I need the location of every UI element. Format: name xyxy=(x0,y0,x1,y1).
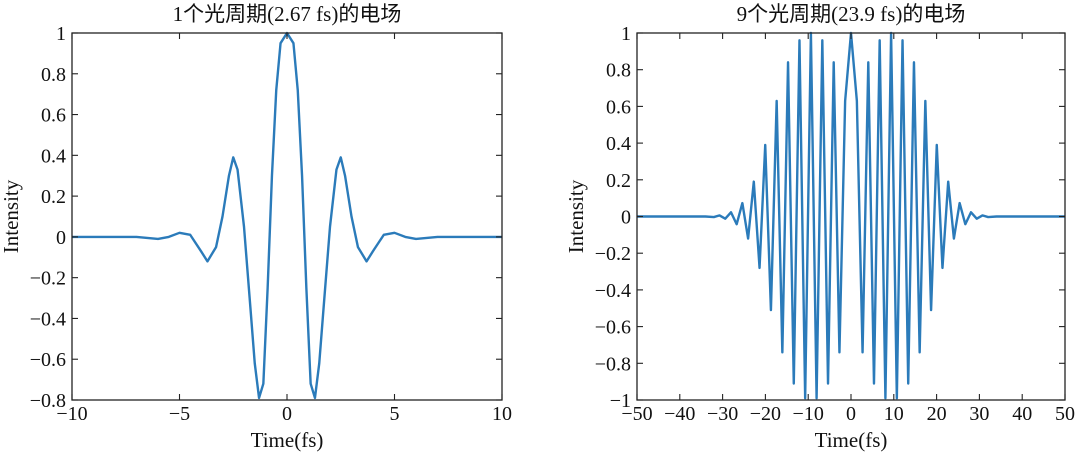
y-tick-label: 0.4 xyxy=(606,133,631,155)
y-tick-label: −0.6 xyxy=(595,317,631,339)
y-tick-label: −0.4 xyxy=(30,308,66,330)
y-tick-label: 0.6 xyxy=(606,96,631,118)
x-tick-label: −10 xyxy=(793,403,824,425)
plot-frame xyxy=(71,32,503,401)
chart-panel-2: −50 −40 −30 −20 −10 0 10 20 30 40 50−1−0.8−0.6−0.4… xyxy=(564,2,1075,452)
x-tick-label: 20 xyxy=(927,403,947,425)
x-axis-label: Time(fs) xyxy=(251,428,324,452)
y-tick-label: 0 xyxy=(621,207,631,229)
y-tick-label: 1 xyxy=(621,23,631,45)
y-axis-label: Intensity xyxy=(0,179,23,253)
y-tick-label: −0.6 xyxy=(30,349,66,371)
y-tick-label: 0.2 xyxy=(606,170,631,192)
x-tick-label: 0 xyxy=(282,403,292,425)
y-tick-label: 0.2 xyxy=(41,186,66,208)
y-tick-label: −0.2 xyxy=(595,243,631,265)
x-tick-label: −10 xyxy=(56,403,87,425)
chart-title: 1个光周期(2.67 fs)的电场 xyxy=(173,2,402,26)
chart-title: 9个光周期(23.9 fs)的电场 xyxy=(737,2,966,26)
y-axis-label: Intensity xyxy=(564,179,588,253)
x-tick-label: −50 xyxy=(621,403,652,425)
x-tick-label: −5 xyxy=(169,403,190,425)
x-tick-label: 5 xyxy=(390,403,400,425)
x-tick-label: −30 xyxy=(707,403,738,425)
y-tick-label: 0.6 xyxy=(41,105,66,127)
y-tick-label: −0.8 xyxy=(595,353,631,375)
x-tick-label: 10 xyxy=(492,403,512,425)
y-tick-label: 0 xyxy=(56,227,66,249)
y-tick-label: −1 xyxy=(610,390,631,412)
chart-panel-1: −10 −5 0 5 10 −0.8 −0.6 −0.4 −0.2 0 0.2 0.4 0.6 0.8 1 1… xyxy=(0,2,512,452)
y-tick-label: −0.8 xyxy=(30,390,66,412)
x-axis-label: Time(fs) xyxy=(815,428,888,452)
series-line-1 xyxy=(637,31,1065,400)
y-tick-label: −0.4 xyxy=(595,280,631,302)
y-tick-label: 1 xyxy=(56,23,66,45)
x-tick-label: 0 xyxy=(846,403,856,425)
x-tick-label: 40 xyxy=(1012,403,1032,425)
series-line-1 xyxy=(72,31,502,400)
y-tick-label: −0.2 xyxy=(30,268,66,290)
x-tick-label: 50 xyxy=(1055,403,1075,425)
y-tick-label: 0.4 xyxy=(41,145,66,167)
x-tick-label: 30 xyxy=(969,403,989,425)
y-tick-label: 0.8 xyxy=(606,60,631,82)
y-tick-label: 0.8 xyxy=(41,64,66,86)
x-tick-label: 10 xyxy=(884,403,904,425)
x-tick-label: −20 xyxy=(750,403,781,425)
x-tick-label: −40 xyxy=(664,403,695,425)
